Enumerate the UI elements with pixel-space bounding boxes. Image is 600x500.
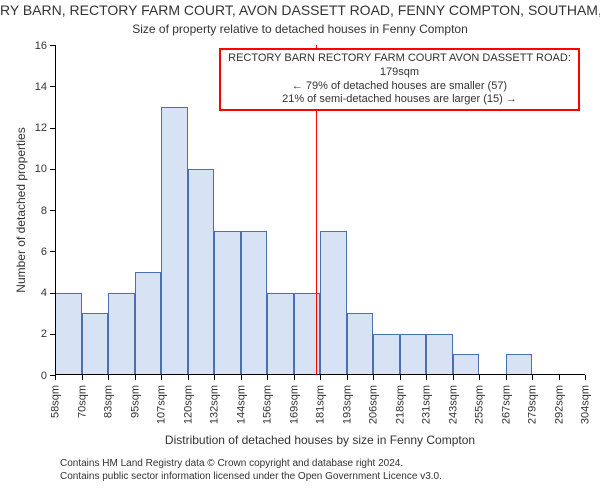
histogram-bar [108,293,135,376]
x-tick-label: 95sqm [129,385,141,433]
x-tick [294,375,295,380]
x-tick-label: 58sqm [50,385,62,433]
x-tick-label: 267sqm [500,385,512,433]
histogram-bar [241,231,268,375]
annotation-line-3: 21% of semi-detached houses are larger (… [225,93,573,107]
histogram-bar [347,313,374,375]
histogram-bar [373,334,400,375]
x-tick [532,375,533,380]
x-tick-label: 218sqm [394,385,406,433]
annotation-line-1: RECTORY BARN RECTORY FARM COURT AVON DAS… [225,52,573,80]
x-tick-label: 132sqm [209,385,221,433]
x-tick-label: 193sqm [341,385,353,433]
y-axis-line [55,45,56,375]
histogram-bar [161,107,188,375]
x-tick [347,375,348,380]
x-tick-label: 231sqm [421,385,433,433]
histogram-bar [188,169,215,375]
x-tick [108,375,109,380]
x-tick-label: 255sqm [474,385,486,433]
histogram-bar [400,334,427,375]
chart-main-title: RY BARN, RECTORY FARM COURT, AVON DASSET… [0,2,600,18]
chart-plot-area: 024681012141658sqm70sqm83sqm95sqm107sqm1… [55,45,585,375]
chart-sub-title: Size of property relative to detached ho… [0,22,600,36]
y-tick [50,293,55,294]
x-tick-label: 144sqm [235,385,247,433]
footer-attribution: Contains HM Land Registry data © Crown c… [60,457,600,483]
annotation-line-2: ← 79% of detached houses are smaller (57… [225,80,573,94]
x-tick-label: 279sqm [527,385,539,433]
x-tick-label: 304sqm [580,385,592,433]
x-tick [559,375,560,380]
histogram-bar [267,293,294,376]
x-tick [214,375,215,380]
x-tick [161,375,162,380]
x-tick-label: 169sqm [288,385,300,433]
x-tick [400,375,401,380]
x-axis-label: Distribution of detached houses by size … [55,433,585,447]
x-tick-label: 243sqm [447,385,459,433]
x-tick [55,375,56,380]
histogram-bar [506,354,533,375]
x-tick-label: 292sqm [553,385,565,433]
x-tick [320,375,321,380]
x-tick-label: 206sqm [368,385,380,433]
x-tick [506,375,507,380]
annotation-box: RECTORY BARN RECTORY FARM COURT AVON DAS… [219,48,579,111]
histogram-bar [55,293,82,376]
y-tick [50,128,55,129]
x-tick [479,375,480,380]
x-tick [82,375,83,380]
x-tick [585,375,586,380]
x-tick-label: 70sqm [76,385,88,433]
y-tick [50,210,55,211]
x-tick-label: 181sqm [315,385,327,433]
x-tick [267,375,268,380]
x-tick-label: 156sqm [262,385,274,433]
y-tick [50,86,55,87]
x-tick [453,375,454,380]
histogram-bar [320,231,347,375]
x-tick [241,375,242,380]
x-tick [373,375,374,380]
histogram-bar [453,354,480,375]
x-tick [188,375,189,380]
histogram-bar [135,272,162,375]
x-tick-label: 83sqm [103,385,115,433]
footer-line-2: Contains public sector information licen… [60,470,600,483]
footer-line-1: Contains HM Land Registry data © Crown c… [60,457,600,470]
histogram-bar [426,334,453,375]
x-tick [426,375,427,380]
y-tick [50,169,55,170]
x-tick-label: 120sqm [182,385,194,433]
y-tick [50,45,55,46]
x-tick [135,375,136,380]
x-tick-label: 107sqm [156,385,168,433]
histogram-bar [214,231,241,375]
y-axis-label: Number of detached properties [14,45,28,375]
y-tick [50,251,55,252]
y-tick [50,334,55,335]
histogram-bar [82,313,109,375]
page: { "titles": { "main": "RY BARN, RECTORY … [0,0,600,500]
